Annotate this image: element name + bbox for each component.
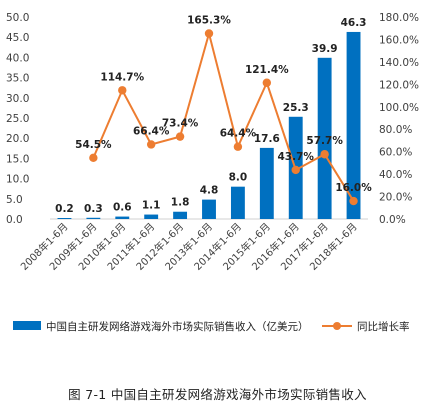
line-labels: 54.5% 114.7% 66.4%73.4% 165.3% 64.4% 121.4% 43…: [75, 14, 372, 194]
bar-data-label: 46.3: [341, 17, 367, 29]
bar-data-label: 0.3: [84, 203, 103, 215]
y-right-tick-label: 60.0%: [379, 147, 412, 159]
growth-point: [89, 153, 98, 163]
growth-data-label: 54.5%: [75, 139, 112, 151]
bar: [259, 147, 274, 219]
legend-line-marker: [333, 322, 341, 330]
bar-data-label: 8.0: [229, 172, 248, 184]
bar-labels: 0.2 0.3 0.6 1.1 1.8 4.8 8.0 17.6 25.3 39.9 46.3: [55, 17, 366, 215]
bar-data-label: 0.6: [113, 202, 132, 214]
y-left-tick-label: 45.0: [6, 32, 29, 44]
bar: [57, 218, 72, 219]
bar-data-label: 17.6: [254, 133, 280, 145]
growth-data-label: 121.4%: [245, 64, 289, 76]
growth-point: [175, 132, 185, 141]
y-right-tick-label: 140.0%: [379, 57, 419, 69]
growth-data-label: 66.4%: [133, 125, 170, 137]
growth-line-path: [92, 29, 355, 202]
y-left-tick-label: 25.0: [6, 113, 29, 125]
y-right-tick-label: 180.0%: [379, 12, 419, 24]
y-left-tick-label: 10.0: [6, 174, 29, 186]
y-left-tick-label: 30.0: [6, 93, 29, 105]
y-left-tick-label: 0.0: [6, 214, 23, 226]
legend-bar-label: 中国自主研发网络游戏海外市场实际销售收入（亿美元）: [46, 320, 309, 333]
bar: [202, 199, 216, 219]
growth-data-label: 73.4%: [162, 118, 199, 130]
y-right-tick-label: 20.0%: [379, 192, 412, 204]
bar-data-label: 39.9: [312, 43, 338, 55]
bar: [346, 31, 361, 220]
growth-point: [320, 150, 329, 159]
legend: 中国自主研发网络游戏海外市场实际销售收入（亿美元） 同比增长率: [13, 320, 410, 333]
figure-caption: 图 7-1 中国自主研发网络游戏海外市场实际销售收入: [68, 387, 367, 402]
y-right-tick-label: 40.0%: [379, 169, 412, 181]
bar-data-label: 1.8: [171, 197, 190, 209]
x-tick-label: 2018年1-6月: [307, 220, 360, 273]
growth-point: [349, 196, 358, 206]
axes: 0.0 5.0 10.0 15.0 20.0 25.0 30.0 35.0 40.0 45.0 50…: [6, 12, 419, 226]
y-left-tick-label: 20.0: [6, 133, 29, 145]
bar: [144, 214, 159, 219]
bar: [115, 216, 130, 219]
chart-svg: 0.0 5.0 10.0 15.0 20.0 25.0 30.0 35.0 40.0 45.0 50…: [6, 12, 419, 333]
bar: [173, 211, 188, 219]
y-right-tick-label: 160.0%: [379, 34, 419, 46]
legend-line-label: 同比增长率: [357, 320, 410, 333]
y-left-tick-label: 5.0: [6, 194, 23, 206]
growth-point: [262, 78, 272, 87]
y-right-tick-label: 80.0%: [379, 124, 412, 136]
bar-data-label: 4.8: [200, 185, 219, 197]
y-left-tick-label: 15.0: [6, 153, 29, 165]
bar: [86, 217, 101, 219]
bars: [57, 31, 361, 220]
growth-data-label: 64.4%: [220, 128, 257, 140]
growth-data-label: 57.7%: [306, 135, 343, 147]
bar-data-label: 25.3: [283, 102, 309, 114]
growth-data-label: 114.7%: [100, 71, 144, 83]
growth-data-label: 16.0%: [335, 182, 372, 194]
growth-line: [89, 29, 358, 206]
y-right-tick-label: 120.0%: [379, 79, 419, 91]
y-left-tick-label: 50.0: [6, 12, 29, 24]
chart: 0.0 5.0 10.0 15.0 20.0 25.0 30.0 35.0 40.0 45.0 50…: [6, 12, 419, 333]
growth-data-label: 165.3%: [187, 14, 231, 26]
bar: [230, 186, 245, 219]
x-tick-labels: 2008年1-6月2009年1-6月2010年1-6月2011年1-6月2012…: [18, 220, 360, 273]
legend-bar-swatch: [13, 321, 41, 330]
y-left-tick-label: 35.0: [6, 73, 29, 85]
bar-data-label: 1.1: [142, 200, 161, 212]
y-right-tick-label: 0.0%: [379, 214, 406, 226]
growth-point: [146, 140, 156, 149]
growth-point: [118, 86, 127, 95]
growth-point: [233, 142, 243, 151]
growth-point: [204, 29, 214, 38]
bar: [317, 57, 332, 219]
y-left-tick-label: 40.0: [6, 52, 29, 64]
growth-point: [291, 165, 300, 175]
growth-data-label: 43.7%: [278, 151, 315, 163]
y-right-tick-label: 100.0%: [379, 102, 419, 114]
bar-data-label: 0.2: [55, 203, 74, 215]
